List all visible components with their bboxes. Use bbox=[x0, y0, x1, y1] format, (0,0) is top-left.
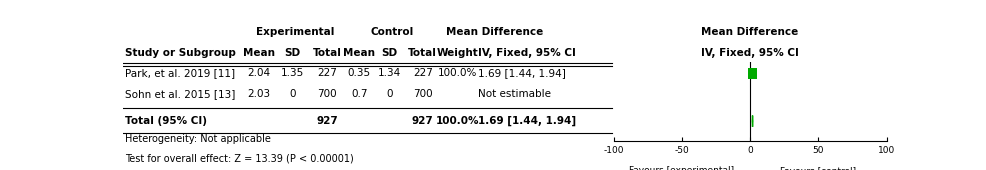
Text: IV, Fixed, 95% CI: IV, Fixed, 95% CI bbox=[478, 48, 576, 58]
Text: 1.69 [1.44, 1.94]: 1.69 [1.44, 1.94] bbox=[478, 68, 566, 78]
Text: 227: 227 bbox=[413, 68, 433, 78]
Text: Mean: Mean bbox=[244, 48, 275, 58]
Text: 927: 927 bbox=[317, 116, 338, 126]
Text: Control: Control bbox=[371, 27, 414, 37]
Text: Sohn et al. 2015 [13]: Sohn et al. 2015 [13] bbox=[125, 89, 235, 99]
Text: Total: Total bbox=[408, 48, 437, 58]
Text: Study or Subgroup: Study or Subgroup bbox=[125, 48, 236, 58]
Text: 0: 0 bbox=[386, 89, 392, 99]
Text: 700: 700 bbox=[317, 89, 337, 99]
Text: Weight: Weight bbox=[437, 48, 478, 58]
Text: 2.04: 2.04 bbox=[247, 68, 271, 78]
Text: Total (95% CI): Total (95% CI) bbox=[125, 116, 207, 126]
Text: Heterogeneity: Not applicable: Heterogeneity: Not applicable bbox=[125, 134, 270, 144]
Text: 0: 0 bbox=[289, 89, 296, 99]
Text: 0.35: 0.35 bbox=[348, 68, 371, 78]
Text: Total: Total bbox=[313, 48, 342, 58]
Text: 100.0%: 100.0% bbox=[436, 116, 479, 126]
Text: 1.34: 1.34 bbox=[378, 68, 400, 78]
Text: 927: 927 bbox=[412, 116, 434, 126]
Text: 700: 700 bbox=[413, 89, 433, 99]
Text: Experimental: Experimental bbox=[256, 27, 334, 37]
Text: 1.35: 1.35 bbox=[280, 68, 304, 78]
Text: 100.0%: 100.0% bbox=[438, 68, 477, 78]
Text: SD: SD bbox=[284, 48, 300, 58]
Text: Not estimable: Not estimable bbox=[478, 89, 551, 99]
Text: 0.7: 0.7 bbox=[351, 89, 368, 99]
Text: Park, et al. 2019 [11]: Park, et al. 2019 [11] bbox=[125, 68, 235, 78]
Text: 2.03: 2.03 bbox=[247, 89, 271, 99]
Text: Test for overall effect: Z = 13.39 (P < 0.00001): Test for overall effect: Z = 13.39 (P < … bbox=[125, 154, 354, 164]
Text: SD: SD bbox=[382, 48, 397, 58]
Text: Mean Difference: Mean Difference bbox=[446, 27, 543, 37]
Text: IV, Fixed, 95% CI: IV, Fixed, 95% CI bbox=[701, 48, 799, 58]
Text: Mean Difference: Mean Difference bbox=[701, 27, 799, 37]
Text: Mean: Mean bbox=[343, 48, 376, 58]
Text: 1.69 [1.44, 1.94]: 1.69 [1.44, 1.94] bbox=[478, 116, 576, 126]
Text: 227: 227 bbox=[317, 68, 337, 78]
